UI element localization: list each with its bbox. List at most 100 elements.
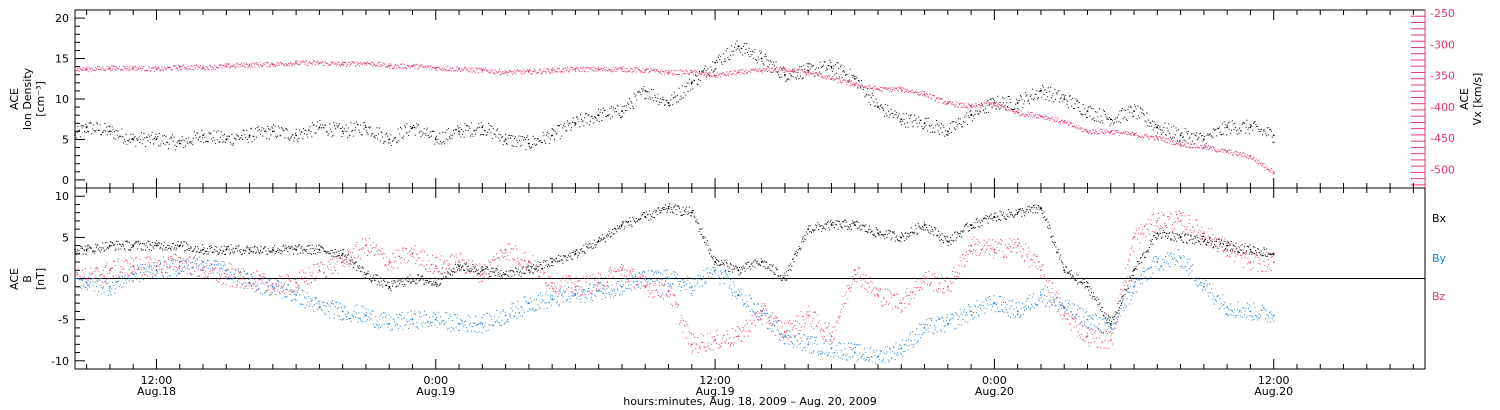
data-point [574,122,577,125]
data-point [85,277,88,280]
top-right-title-line2: Vx [km/s] [1471,73,1484,126]
data-point [178,66,181,69]
data-point [1272,261,1275,263]
data-point [1063,98,1066,100]
data-point [714,339,716,342]
data-point [1063,314,1066,317]
data-point [830,65,833,68]
data-point [341,130,344,133]
data-point [178,261,181,263]
x-tick-label-time: 12:00 [1258,374,1290,387]
data-point [341,63,344,66]
data-point [1249,261,1252,263]
data-point [74,277,76,280]
data-point [760,310,763,313]
data-point [900,118,903,121]
top-left-tick-label: 0 [62,174,69,187]
data-point [551,261,554,263]
data-point [830,335,833,337]
data-point [271,130,274,133]
bottom-left-axis-title: ACE B [nT] [8,268,47,290]
data-point [923,326,926,329]
data-point [667,277,670,280]
data-point [714,61,716,64]
data-point [504,314,507,317]
data-point [1202,285,1205,288]
data-trace [75,40,1275,151]
data-point [1272,134,1275,137]
series-Bx [74,203,1275,326]
top-left-title-line1: ACE [8,88,21,110]
data-point [1156,137,1159,139]
bottom-left-tick-label: -5 [58,314,69,327]
data-point [225,248,228,251]
data-point [853,351,856,354]
data-point [923,122,926,125]
bottom-left-title-line1: ACE [8,268,21,290]
data-point [690,343,693,346]
data-point [504,138,507,141]
legend-by: By [1432,252,1447,265]
data-point [1249,310,1252,313]
data-point [202,269,204,272]
data-trace [75,203,1275,326]
data-point [807,314,810,317]
data-point [434,318,437,321]
data-point [621,285,623,288]
data-point [295,294,298,296]
data-point [784,277,786,280]
data-point [1109,322,1112,325]
data-point [85,126,88,129]
data-point [434,265,437,268]
data-point [690,211,693,214]
x-tick-label-date: Aug.20 [975,385,1014,398]
top-panel-series [74,40,1275,175]
top-left-tick-label: 5 [62,133,69,146]
data-point [434,138,437,141]
data-point [574,252,577,255]
data-point [248,64,251,66]
data-point [458,130,460,133]
data-point [248,281,251,284]
data-point [155,244,158,247]
data-point [74,248,76,251]
data-point [877,232,879,235]
series-By [74,249,1275,366]
data-point [458,261,460,263]
x-tick-label-date: Aug.20 [1254,385,1293,398]
data-point [784,335,786,337]
data-point [714,269,716,272]
bottom-left-tick-label: 0 [62,273,69,286]
data-point [1249,126,1252,129]
top-right-tick-label: -450 [1430,132,1455,145]
data-point [760,57,763,60]
data-point [411,277,414,280]
data-point [74,134,76,137]
data-point [1226,248,1229,251]
data-point [1086,110,1089,113]
data-point [1179,220,1182,222]
data-point [1156,220,1159,222]
data-point [504,248,507,251]
data-point [551,69,554,72]
data-point [178,265,181,268]
data-point [109,269,111,272]
data-point [1016,244,1019,247]
x-tick-label-time: 12:00 [141,374,173,387]
data-point [853,84,856,86]
data-point [1040,294,1042,296]
top-right-tick-label: -400 [1430,101,1455,114]
data-point [411,318,414,321]
data-point [760,314,763,317]
data-point [644,277,647,280]
data-point [784,73,786,76]
bottom-left-axis: -10 -5 0 5 10 [51,187,85,370]
data-point [1133,285,1135,288]
bottom-left-tick-label: -10 [51,355,69,368]
data-point [85,248,88,251]
data-point [900,88,903,91]
bottom-left-tick-label: 5 [62,231,69,244]
data-point [481,273,484,276]
data-point [1249,248,1252,251]
